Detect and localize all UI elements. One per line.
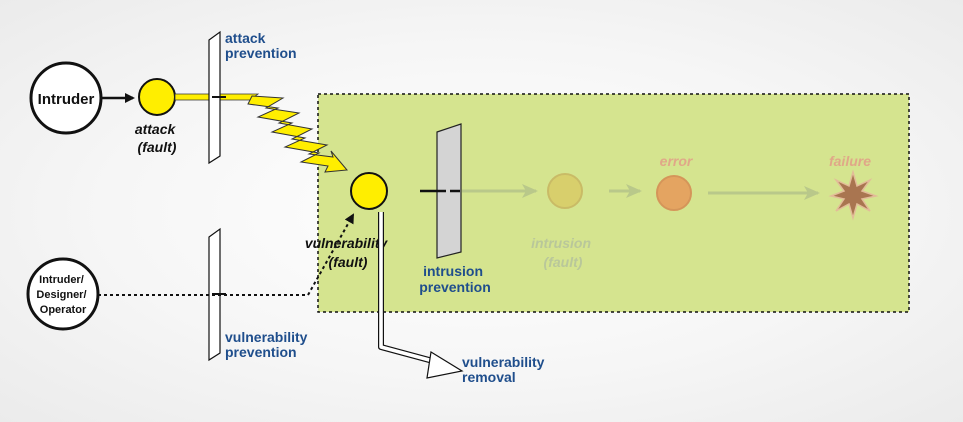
intrusion-fault-label: intrusion (fault) (531, 235, 595, 270)
intruder-designer-operator-label: Intruder/ Designer/ Operator (36, 274, 89, 316)
error-label: error (660, 153, 694, 169)
failure-burst-icon (828, 169, 879, 221)
intruder-label: Intruder (38, 91, 95, 108)
attack-prevention-label: attack prevention (225, 30, 297, 61)
vulnerability-fault-label: vulnerability (fault) (305, 235, 391, 270)
zigzag-attack-arrow (247, 95, 348, 173)
system-region (317, 93, 910, 313)
vulnerability-introduction-path (98, 213, 354, 296)
attack-fault-circle (138, 78, 176, 116)
vulnerability-removal-label: vulnerability removal (462, 354, 548, 385)
vulnerability-prevention-label: vulnerability prevention (225, 329, 311, 360)
vulnerability-removal-arrow (378, 212, 464, 379)
intruder-actor: Intruder (29, 61, 103, 135)
intruder-designer-operator-actor: Intruder/ Designer/ Operator (26, 257, 100, 331)
intrusion-prevention-label: intrusion prevention (419, 263, 491, 295)
vulnerability-fault-circle (350, 172, 388, 210)
intrusion-fault-circle (547, 173, 583, 209)
error-circle (656, 175, 692, 211)
failure-label: failure (829, 153, 871, 169)
attack-fault-label: attack (fault) (135, 121, 179, 155)
intrusion-prevention-barrier (436, 123, 462, 259)
